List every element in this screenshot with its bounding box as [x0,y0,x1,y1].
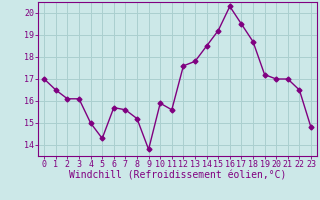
X-axis label: Windchill (Refroidissement éolien,°C): Windchill (Refroidissement éolien,°C) [69,171,286,181]
